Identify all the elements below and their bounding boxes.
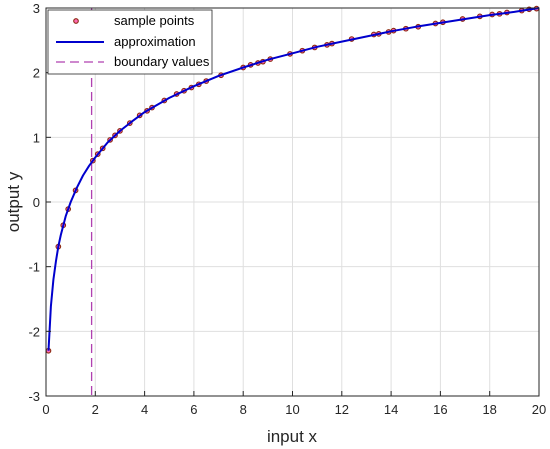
y-tick-label: -3 — [28, 389, 40, 404]
y-tick-label: -2 — [28, 324, 40, 339]
legend-marker-sample-points — [73, 18, 79, 24]
legend-label-boundary-values: boundary values — [114, 54, 210, 69]
y-tick-label: 3 — [33, 1, 40, 16]
y-tick-label: 0 — [33, 195, 40, 210]
x-tick-label: 12 — [335, 402, 349, 417]
y-axis-label: output y — [4, 171, 23, 232]
approximation-series-line — [47, 7, 540, 351]
legend-label-sample-points: sample points — [114, 13, 195, 28]
x-tick-label: 10 — [285, 402, 299, 417]
x-tick-label: 6 — [190, 402, 197, 417]
x-axis-ticks: 0 2 4 6 8 10 12 14 16 18 20 — [42, 391, 546, 417]
y-tick-label: 1 — [33, 130, 40, 145]
x-axis-label: input x — [267, 427, 318, 446]
y-tick-label: -1 — [28, 260, 40, 275]
x-tick-label: 8 — [240, 402, 247, 417]
x-tick-label: 18 — [482, 402, 496, 417]
x-tick-label: 4 — [141, 402, 148, 417]
y-tick-label: 2 — [33, 66, 40, 81]
x-tick-label: 2 — [92, 402, 99, 417]
legend: sample points approximation boundary val… — [47, 9, 213, 75]
x-tick-label: 16 — [433, 402, 447, 417]
x-tick-label: 20 — [532, 402, 546, 417]
legend-label-approximation: approximation — [114, 34, 196, 49]
y-axis-ticks: -3 -2 -1 0 1 2 3 — [28, 1, 51, 404]
x-tick-label: 0 — [42, 402, 49, 417]
approximation-line — [47, 7, 540, 351]
x-tick-label: 14 — [384, 402, 398, 417]
